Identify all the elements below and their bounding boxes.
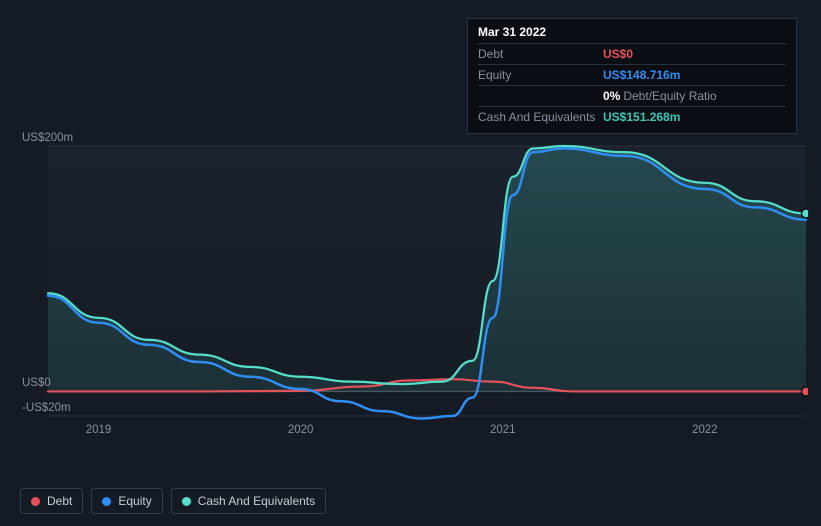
tooltip-row: 0%Debt/Equity Ratio: [478, 85, 786, 106]
y-axis-label: -US$20m: [22, 402, 71, 414]
legend-item-equity[interactable]: Equity: [91, 488, 162, 514]
chart-legend: Debt Equity Cash And Equivalents: [20, 488, 326, 514]
tooltip-row-value: US$148.716m: [603, 68, 680, 82]
x-axis-label: 2022: [692, 424, 718, 436]
tooltip-row-secondary: Debt/Equity Ratio: [623, 89, 716, 103]
tooltip-row-label: [478, 89, 603, 103]
tooltip-row-value: US$0: [603, 47, 633, 61]
x-axis-label: 2019: [86, 424, 112, 436]
chart-tooltip: Mar 31 2022 DebtUS$0EquityUS$148.716m0%D…: [467, 18, 797, 134]
chart-svg: [18, 120, 808, 445]
tooltip-row: DebtUS$0: [478, 43, 786, 64]
x-axis-label: 2020: [288, 424, 314, 436]
legend-item-cash-and-equivalents[interactable]: Cash And Equivalents: [171, 488, 326, 514]
legend-label: Debt: [47, 494, 72, 508]
legend-item-debt[interactable]: Debt: [20, 488, 83, 514]
x-axis-label: 2021: [490, 424, 516, 436]
tooltip-row-value: 0%Debt/Equity Ratio: [603, 89, 717, 103]
tooltip-row: EquityUS$148.716m: [478, 64, 786, 85]
tooltip-row-label: Debt: [478, 47, 603, 61]
tooltip-row-label: Equity: [478, 68, 603, 82]
tooltip-date: Mar 31 2022: [478, 25, 786, 43]
legend-dot-icon: [102, 497, 111, 506]
legend-dot-icon: [31, 497, 40, 506]
financial-chart: US$200m US$0 -US$20m 2019 2020 2021 2022: [18, 120, 808, 445]
y-axis-label: US$200m: [22, 132, 73, 144]
legend-label: Equity: [118, 494, 151, 508]
legend-label: Cash And Equivalents: [198, 494, 315, 508]
legend-dot-icon: [182, 497, 191, 506]
y-axis-label: US$0: [22, 377, 51, 389]
